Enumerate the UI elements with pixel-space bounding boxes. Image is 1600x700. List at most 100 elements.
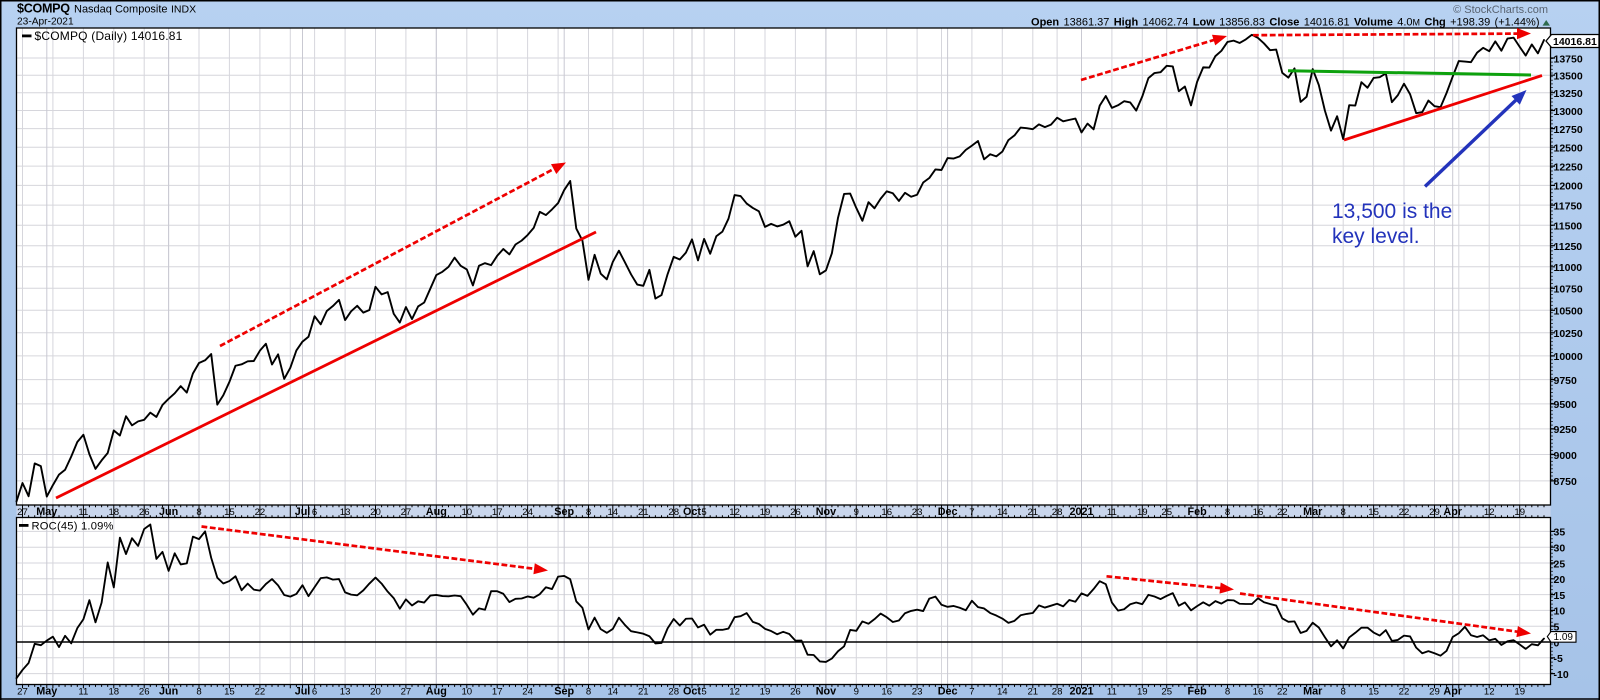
svg-text:22: 22 — [1277, 687, 1288, 698]
svg-text:11500: 11500 — [1554, 221, 1583, 233]
svg-text:16: 16 — [881, 507, 892, 518]
svg-text:5: 5 — [701, 507, 706, 518]
svg-text:10: 10 — [1554, 606, 1566, 618]
svg-text:16: 16 — [1253, 507, 1264, 518]
svg-text:5: 5 — [701, 687, 706, 698]
svg-text:17: 17 — [492, 687, 503, 698]
svg-text:10750: 10750 — [1554, 284, 1583, 296]
svg-text:24: 24 — [522, 507, 533, 518]
svg-text:11: 11 — [78, 687, 88, 698]
svg-text:16: 16 — [1253, 687, 1264, 698]
svg-text:5: 5 — [1554, 622, 1560, 634]
svg-text:ROC(45) 1.09%: ROC(45) 1.09% — [32, 521, 114, 533]
svg-text:15: 15 — [1368, 687, 1379, 698]
svg-text:13,500 is the: 13,500 is the — [1332, 200, 1452, 223]
svg-text:18: 18 — [108, 687, 119, 698]
svg-text:15: 15 — [1554, 590, 1566, 602]
svg-text:22: 22 — [255, 507, 266, 518]
svg-text:Apr: Apr — [1443, 506, 1462, 518]
svg-text:15: 15 — [1368, 507, 1379, 518]
svg-text:8: 8 — [196, 507, 201, 518]
svg-text:$COMPQ (Daily) 14016.81: $COMPQ (Daily) 14016.81 — [35, 29, 183, 43]
svg-text:12: 12 — [1484, 507, 1495, 518]
svg-text:22: 22 — [1399, 507, 1410, 518]
svg-text:13250: 13250 — [1554, 88, 1583, 100]
svg-text:15: 15 — [224, 507, 235, 518]
svg-text:27: 27 — [17, 507, 28, 518]
svg-text:Dec: Dec — [938, 686, 958, 698]
svg-text:29: 29 — [1429, 687, 1440, 698]
svg-text:25: 25 — [1161, 687, 1172, 698]
svg-text:8: 8 — [1341, 687, 1346, 698]
svg-text:13000: 13000 — [1554, 106, 1583, 118]
svg-text:27: 27 — [17, 687, 28, 698]
svg-text:Sep: Sep — [554, 506, 574, 518]
svg-text:$COMPQ: $COMPQ — [17, 2, 70, 16]
svg-text:-5: -5 — [1554, 653, 1563, 665]
svg-text:Mar: Mar — [1303, 686, 1323, 698]
svg-text:8750: 8750 — [1554, 476, 1578, 488]
svg-text:May: May — [36, 686, 57, 698]
svg-text:9000: 9000 — [1554, 450, 1578, 462]
svg-text:19: 19 — [760, 687, 771, 698]
svg-text:9750: 9750 — [1554, 375, 1578, 387]
svg-text:14: 14 — [607, 687, 618, 698]
svg-text:16: 16 — [881, 687, 892, 698]
svg-text:21: 21 — [1027, 507, 1038, 518]
svg-text:8: 8 — [1225, 507, 1230, 518]
svg-text:Oct: Oct — [683, 686, 701, 698]
svg-text:26: 26 — [139, 687, 150, 698]
svg-text:Jun: Jun — [159, 506, 178, 518]
svg-text:25: 25 — [1554, 558, 1566, 570]
svg-text:11: 11 — [1107, 687, 1117, 698]
svg-text:14016.81: 14016.81 — [1553, 36, 1597, 48]
svg-text:25: 25 — [1161, 507, 1172, 518]
svg-text:-10: -10 — [1554, 669, 1569, 681]
svg-text:27: 27 — [401, 687, 412, 698]
svg-text:14: 14 — [997, 507, 1008, 518]
svg-text:19: 19 — [1137, 507, 1148, 518]
svg-text:13500: 13500 — [1554, 71, 1583, 83]
svg-text:9: 9 — [854, 507, 859, 518]
svg-text:12: 12 — [729, 687, 740, 698]
svg-text:26: 26 — [790, 507, 801, 518]
svg-text:14: 14 — [607, 507, 618, 518]
svg-text:May: May — [36, 506, 57, 518]
svg-text:Mar: Mar — [1303, 506, 1323, 518]
svg-text:19: 19 — [1514, 687, 1525, 698]
svg-text:2021: 2021 — [1069, 506, 1093, 518]
svg-text:13: 13 — [340, 687, 351, 698]
svg-text:8: 8 — [1341, 507, 1346, 518]
svg-text:20: 20 — [370, 507, 381, 518]
svg-text:23: 23 — [912, 687, 923, 698]
svg-text:7: 7 — [969, 507, 974, 518]
svg-text:21: 21 — [638, 507, 649, 518]
svg-text:24: 24 — [522, 687, 533, 698]
svg-text:8: 8 — [196, 687, 201, 698]
svg-text:22: 22 — [1277, 507, 1288, 518]
svg-text:2021: 2021 — [1069, 686, 1093, 698]
svg-text:11250: 11250 — [1554, 241, 1583, 253]
svg-text:15: 15 — [224, 687, 235, 698]
svg-text:10000: 10000 — [1554, 351, 1583, 363]
svg-text:Nov: Nov — [816, 686, 836, 698]
svg-text:23-Apr-2021: 23-Apr-2021 — [17, 17, 74, 28]
svg-text:Dec: Dec — [938, 506, 958, 518]
svg-text:19: 19 — [1514, 507, 1525, 518]
svg-text:Jul: Jul — [295, 506, 311, 518]
svg-text:12250: 12250 — [1554, 161, 1583, 173]
svg-text:Jul: Jul — [295, 686, 311, 698]
svg-text:23: 23 — [912, 507, 923, 518]
svg-text:10: 10 — [461, 687, 472, 698]
svg-text:11750: 11750 — [1554, 200, 1583, 212]
svg-text:28: 28 — [668, 687, 679, 698]
svg-text:Oct: Oct — [683, 506, 701, 518]
svg-text:8: 8 — [1225, 687, 1230, 698]
svg-text:13: 13 — [340, 507, 351, 518]
svg-text:12: 12 — [729, 507, 740, 518]
svg-text:12750: 12750 — [1554, 124, 1583, 136]
svg-text:6: 6 — [312, 687, 317, 698]
svg-text:9: 9 — [854, 687, 859, 698]
svg-text:11: 11 — [1107, 507, 1117, 518]
svg-text:13750: 13750 — [1554, 53, 1583, 65]
